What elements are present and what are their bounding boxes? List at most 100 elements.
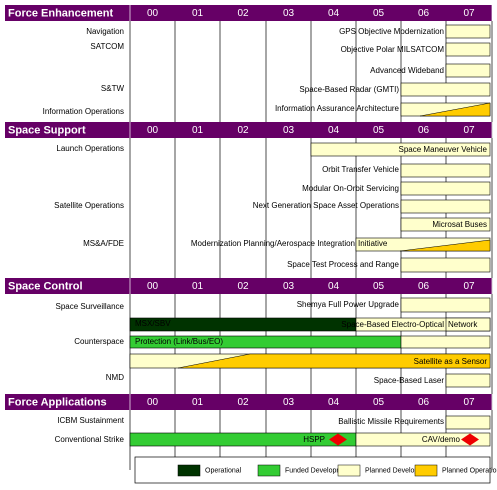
bar-wedge — [419, 102, 491, 117]
year-label: 00 — [147, 8, 159, 19]
item-label: HSPP — [303, 435, 325, 444]
year-label: 03 — [283, 8, 295, 19]
year-label: 05 — [373, 8, 385, 19]
year-label: 00 — [147, 397, 159, 408]
bar — [400, 82, 491, 97]
section-title: Space Support — [8, 124, 86, 136]
year-label: 03 — [283, 397, 295, 408]
item-label: Next Generation Space Asset Operations — [253, 201, 399, 210]
year-label: 00 — [147, 281, 159, 292]
item-label: CAV/demo — [422, 435, 461, 444]
year-label: 01 — [192, 281, 204, 292]
section-header — [5, 122, 492, 138]
item-label: Information Assurance Architecture — [275, 104, 400, 113]
year-label: 03 — [283, 281, 295, 292]
year-label: 05 — [373, 281, 385, 292]
year-label: 06 — [418, 397, 430, 408]
item-label: Space Maneuver Vehicle — [399, 145, 488, 154]
legend-label: Operational — [205, 467, 242, 474]
item-label: Initiative — [358, 239, 388, 248]
bar — [400, 297, 491, 313]
row-label: Satellite Operations — [54, 201, 124, 210]
year-label: 02 — [237, 8, 249, 19]
legend-swatch — [337, 464, 361, 477]
bar — [445, 317, 491, 332]
year-label: 07 — [463, 125, 475, 136]
item-label: Modular On-Orbit Servicing — [302, 184, 399, 193]
bar-wedge — [177, 353, 491, 369]
item-label: Space-Based Electro-Optical — [341, 320, 444, 329]
year-label: 01 — [192, 8, 204, 19]
legend-swatch — [257, 464, 281, 477]
section-header — [5, 5, 492, 21]
year-label: 04 — [328, 125, 340, 136]
bar — [400, 163, 491, 178]
bar-wedge — [399, 239, 491, 252]
bar — [310, 142, 491, 157]
year-label: 04 — [328, 8, 340, 19]
section-header — [5, 278, 492, 294]
item-label: Objective Polar MILSATCOM — [341, 45, 445, 54]
year-label: 05 — [373, 125, 385, 136]
item-label: Advanced Wideband — [370, 66, 444, 75]
row-label: Conventional Strike — [55, 435, 125, 444]
row-label: Space Surveillance — [56, 302, 125, 311]
row-label: Information Operations — [43, 107, 124, 116]
year-label: 02 — [237, 397, 249, 408]
row-label: Launch Operations — [56, 144, 124, 153]
item-label: GPS Objective Modernization — [339, 27, 444, 36]
item-label: Space Test Process and Range — [287, 260, 399, 269]
row-label: NMD — [106, 373, 124, 382]
section-title: Force Applications — [8, 396, 107, 408]
item-label: Shemya Full Power Upgrade — [297, 300, 400, 309]
milestone — [329, 433, 347, 446]
year-label: 07 — [463, 8, 475, 19]
item-label: Modernization Planning/Aerospace Integra… — [191, 239, 355, 248]
bar — [400, 257, 491, 273]
bar — [445, 373, 491, 388]
item-label: Network — [448, 320, 478, 329]
bar — [355, 432, 491, 447]
item-label: Satellite as a Sensor — [414, 357, 488, 366]
bar — [400, 335, 491, 349]
bar — [400, 217, 491, 232]
legend-swatch — [177, 464, 201, 477]
year-label: 07 — [463, 397, 475, 408]
section-title: Force Enhancement — [8, 7, 113, 19]
row-label: Navigation — [86, 27, 124, 36]
row-label: ICBM Sustainment — [57, 416, 124, 425]
row-label: MS&A/FDE — [83, 239, 124, 248]
item-label: MSX/SBV — [135, 319, 171, 328]
year-label: 01 — [192, 397, 204, 408]
bar — [445, 415, 491, 430]
year-label: 06 — [418, 125, 430, 136]
year-label: 01 — [192, 125, 204, 136]
bar — [445, 63, 491, 78]
year-label: 04 — [328, 397, 340, 408]
bar — [445, 24, 491, 39]
row-label: Counterspace — [74, 337, 124, 346]
bar — [400, 199, 491, 214]
bar — [445, 42, 491, 57]
row-label: SATCOM — [90, 42, 124, 51]
year-label: 02 — [237, 281, 249, 292]
legend-swatch — [414, 464, 438, 477]
item-label: Space-Based Laser — [374, 376, 445, 385]
legend-label: Funded Development — [285, 467, 352, 474]
item-label: Microsat Buses — [432, 220, 487, 229]
year-label: 06 — [418, 8, 430, 19]
item-label: Protection (Link/Bus/EO) — [135, 337, 223, 346]
year-label: 00 — [147, 125, 159, 136]
year-label: 05 — [373, 397, 385, 408]
legend-label: Planned Operational — [442, 467, 497, 474]
year-label: 06 — [418, 281, 430, 292]
item-label: Orbit Transfer Vehicle — [322, 165, 399, 174]
year-label: 03 — [283, 125, 295, 136]
row-label: S&TW — [101, 84, 125, 93]
year-label: 04 — [328, 281, 340, 292]
year-label: 07 — [463, 281, 475, 292]
legend-label: Planned Development — [365, 467, 434, 474]
item-label: Ballistic Missile Requirements — [338, 417, 444, 426]
milestone — [461, 433, 479, 446]
